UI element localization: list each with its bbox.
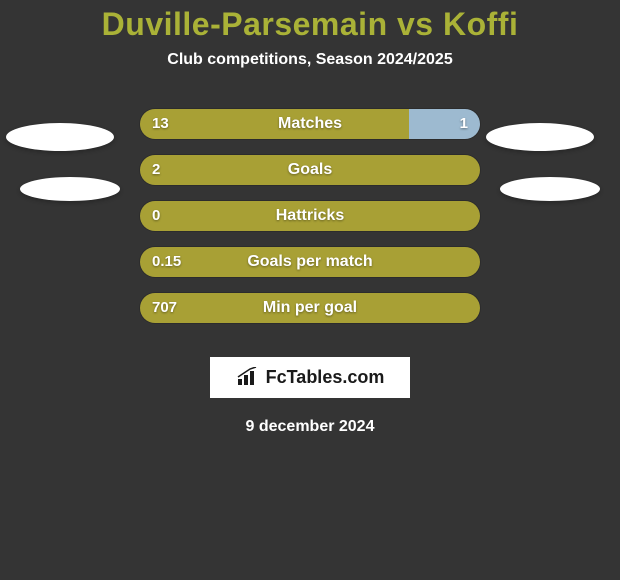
- bar-segment-right: [409, 109, 480, 139]
- bar-value-left: 707: [152, 293, 177, 323]
- logo-box: FcTables.com: [210, 357, 411, 398]
- bar-value-right: 1: [460, 109, 468, 139]
- decorative-ellipse: [6, 123, 114, 151]
- comparison-card: Duville-Parsemain vs Koffi Club competit…: [0, 0, 620, 580]
- bar-track: [140, 247, 480, 277]
- bar-track: [140, 155, 480, 185]
- decorative-ellipse: [500, 177, 600, 201]
- bar-chart-icon: [236, 367, 260, 387]
- bar-segment-left: [140, 155, 480, 185]
- bar-value-left: 2: [152, 155, 160, 185]
- page-subtitle: Club competitions, Season 2024/2025: [0, 51, 620, 69]
- stat-row: Hattricks0: [0, 201, 620, 231]
- bar-value-left: 0.15: [152, 247, 181, 277]
- bar-segment-left: [140, 109, 409, 139]
- stat-row: Min per goal707: [0, 293, 620, 323]
- stat-row: Goals per match0.15: [0, 247, 620, 277]
- bar-value-left: 13: [152, 109, 169, 139]
- bar-segment-left: [140, 201, 480, 231]
- decorative-ellipse: [486, 123, 594, 151]
- bar-track: [140, 109, 480, 139]
- bar-segment-left: [140, 247, 480, 277]
- decorative-ellipse: [20, 177, 120, 201]
- bar-track: [140, 201, 480, 231]
- bar-track: [140, 293, 480, 323]
- bar-segment-left: [140, 293, 480, 323]
- bar-value-left: 0: [152, 201, 160, 231]
- date-line: 9 december 2024: [0, 418, 620, 436]
- logo-text: FcTables.com: [266, 367, 385, 387]
- page-title: Duville-Parsemain vs Koffi: [0, 0, 620, 43]
